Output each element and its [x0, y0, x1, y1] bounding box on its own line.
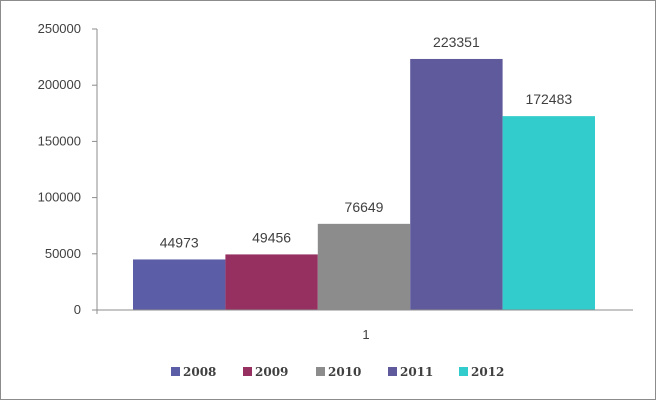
legend: 2008 2009 2010 2011 2012	[171, 365, 504, 379]
y-tick-label: 150000	[38, 133, 81, 148]
y-tick-label: 100000	[38, 190, 81, 205]
bar-2008	[133, 259, 226, 310]
legend-swatch-2010	[316, 367, 325, 376]
legend-swatch-2011	[388, 367, 397, 376]
y-tick-label: 200000	[38, 77, 81, 92]
legend-label-2010: 2010	[328, 365, 361, 379]
x-axis: 1	[97, 309, 633, 342]
y-tick-label: 0	[74, 302, 81, 317]
legend-swatch-2012	[459, 367, 468, 376]
bar-2009	[225, 254, 318, 310]
legend-label-2011: 2011	[400, 365, 433, 379]
legend-label-2009: 2009	[255, 365, 288, 379]
y-axis: 0 50000 100000 150000 200000 250000	[38, 21, 98, 317]
legend-label-2008: 2008	[183, 365, 216, 379]
data-label-2008: 44973	[160, 234, 199, 250]
bar-2011	[410, 58, 503, 310]
bars	[133, 58, 595, 310]
bar-2012	[502, 116, 595, 310]
data-labels: 44973 49456 76649 223351 172483	[160, 34, 573, 250]
data-label-2009: 49456	[252, 229, 291, 245]
y-tick-label: 250000	[38, 21, 81, 36]
x-tick-label: 1	[362, 327, 369, 342]
bar-2010	[317, 223, 411, 310]
data-label-2011: 223351	[433, 34, 480, 50]
legend-swatch-2008	[171, 367, 180, 376]
legend-swatch-2009	[243, 367, 252, 376]
legend-label-2012: 2012	[471, 365, 504, 379]
y-tick-label: 50000	[45, 246, 81, 261]
data-label-2010: 76649	[345, 199, 384, 215]
data-label-2012: 172483	[525, 91, 572, 107]
